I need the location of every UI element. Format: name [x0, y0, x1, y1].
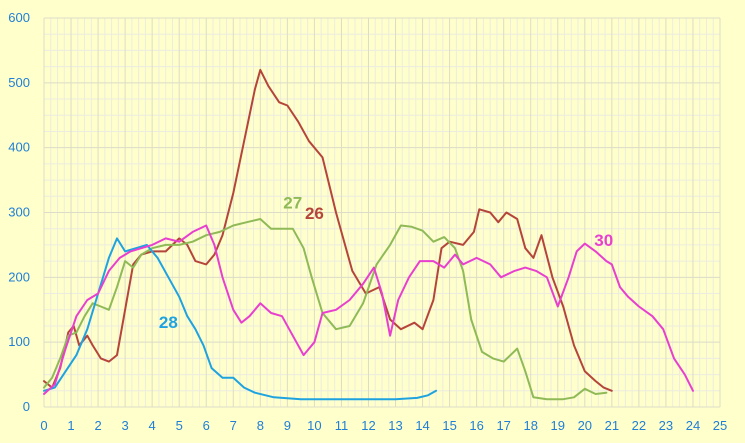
- y-tick-label: 300: [8, 205, 30, 220]
- x-tick-label: 24: [686, 418, 700, 433]
- x-tick-label: 17: [496, 418, 510, 433]
- series-line-28: [43, 237, 438, 401]
- x-tick-label: 3: [122, 418, 129, 433]
- x-tick-label: 2: [94, 418, 101, 433]
- x-tick-label: 6: [203, 418, 210, 433]
- series-line-27: [43, 218, 608, 401]
- x-tick-label: 11: [335, 418, 349, 433]
- series-label-30: 30: [594, 231, 613, 250]
- x-tick-label: 9: [284, 418, 291, 433]
- major-gridlines: [43, 17, 721, 408]
- y-tick-label: 200: [8, 269, 30, 284]
- y-tick-label: 0: [23, 399, 30, 414]
- x-tick-label: 21: [605, 418, 619, 433]
- x-tick-label: 15: [442, 418, 456, 433]
- series-label-27: 27: [283, 194, 302, 213]
- x-tick-label: 10: [307, 418, 321, 433]
- x-axis-tick-labels: 0 1 2 3 4 5 6 7 8 9 10 11 12 13 14 15 16 17 18 19 20 21 22 23 24…: [40, 418, 727, 433]
- x-tick-label: 19: [551, 418, 565, 433]
- x-tick-label: 8: [257, 418, 264, 433]
- series-line-26: [43, 68, 613, 392]
- x-tick-label: 22: [632, 418, 646, 433]
- x-tick-label: 20: [578, 418, 592, 433]
- x-tick-label: 25: [713, 418, 727, 433]
- x-tick-label: 0: [40, 418, 47, 433]
- x-tick-label: 12: [361, 418, 375, 433]
- series-label-28: 28: [159, 313, 178, 332]
- x-tick-label: 18: [523, 418, 537, 433]
- x-tick-label: 23: [659, 418, 673, 433]
- x-tick-label: 14: [415, 418, 429, 433]
- series-label-26: 26: [305, 204, 324, 223]
- x-tick-label: 1: [67, 418, 74, 433]
- x-tick-label: 13: [388, 418, 402, 433]
- x-tick-label: 16: [469, 418, 483, 433]
- y-tick-label: 500: [8, 75, 30, 90]
- x-tick-label: 4: [149, 418, 156, 433]
- x-tick-label: 5: [176, 418, 183, 433]
- y-tick-label: 400: [8, 140, 30, 155]
- y-axis-tick-labels: 0 100 200 300 400 500 600: [8, 10, 30, 414]
- x-tick-label: 7: [230, 418, 237, 433]
- y-tick-label: 600: [8, 10, 30, 25]
- y-tick-label: 100: [8, 334, 30, 349]
- series-lines: [43, 68, 694, 401]
- series-line-30: [43, 224, 694, 395]
